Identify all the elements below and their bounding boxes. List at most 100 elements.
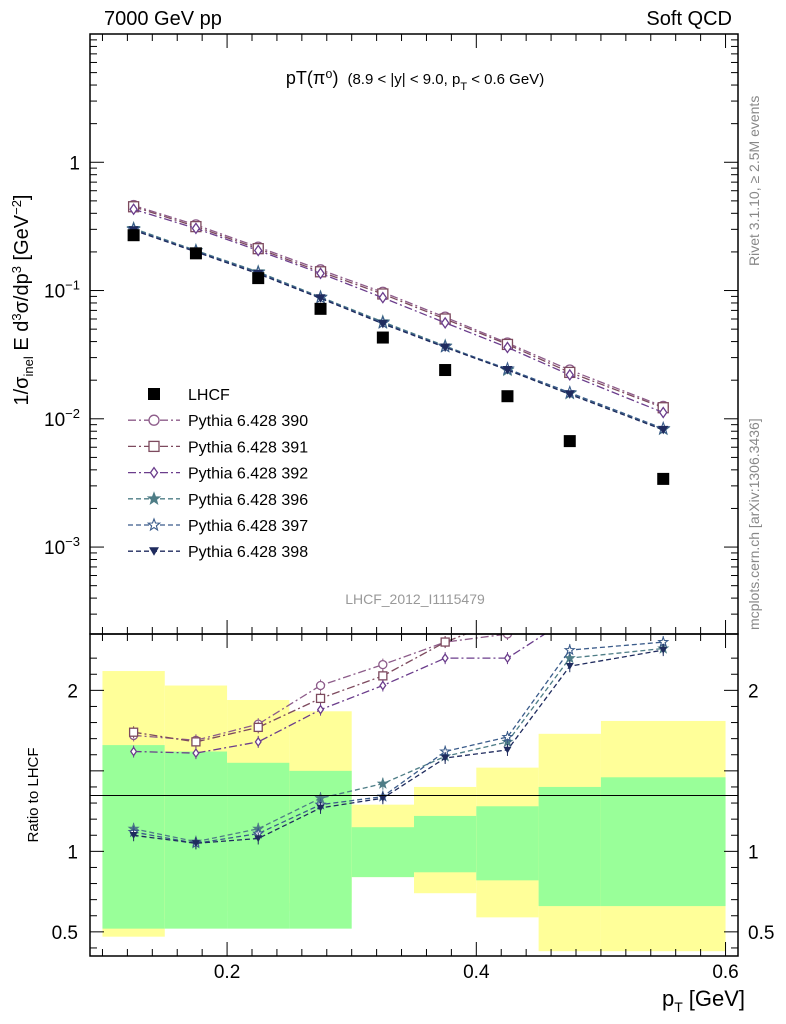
marker-square-filled <box>563 435 576 448</box>
legend: LHCF Pythia 6.428 390 Pythia 6.428 391 Pyth… <box>128 387 308 561</box>
ratio-uncertainty-bands <box>102 671 726 952</box>
marker-triangle-down <box>659 646 668 654</box>
header-left: 7000 GeV pp <box>104 8 222 30</box>
marker-star <box>563 643 576 656</box>
marker-diamond <box>191 222 201 235</box>
band-inner-bin <box>600 777 726 907</box>
marker-square <box>503 614 511 622</box>
ratio-y-tick-label-right: 0.5 <box>748 923 774 944</box>
legend-label: Pythia 6.428 391 <box>188 439 308 456</box>
marker-circle <box>502 634 513 639</box>
ratio-y-tick-label-right: 1 <box>748 842 759 863</box>
marker-diamond <box>503 653 512 664</box>
marker-triangle-down <box>149 547 159 556</box>
marker-square <box>253 722 263 733</box>
marker-triangle-down <box>503 746 512 754</box>
marker-star <box>501 730 514 743</box>
marker-diamond <box>565 368 575 382</box>
legend-label: Pythia 6.428 396 <box>188 492 308 509</box>
series-line-2 <box>133 208 664 414</box>
ratio-y-tick-label: 1 <box>67 842 78 863</box>
marker-circle <box>566 614 574 622</box>
marker-diamond <box>149 466 159 479</box>
marker-triangle-down <box>315 294 326 303</box>
rivet-version-label: Rivet 3.1.10, ≥ 2.5M events <box>746 95 762 266</box>
marker-square <box>440 637 450 647</box>
marker-diamond <box>660 590 666 598</box>
marker-triangle-down <box>658 425 669 435</box>
main-y-axis-label: 1/σinel E d3σ/dp3 [GeV−2] <box>9 194 36 405</box>
marker-square-filled <box>314 302 327 315</box>
marker-diamond <box>192 748 200 759</box>
marker-triangle-down <box>316 804 325 812</box>
marker-diamond <box>129 203 138 216</box>
legend-label: Pythia 6.428 392 <box>188 466 308 483</box>
x-axis-label-sub: T <box>674 999 683 1015</box>
plot-title: pT(π⁰) (8.9 < |y| < 9.0, pT < 0.6 GeV) <box>286 68 544 93</box>
ratio-series-group <box>127 574 670 850</box>
band-inner-bin <box>476 806 539 881</box>
marker-square <box>148 440 160 453</box>
x-axis-label: pT [GeV] <box>662 986 745 1015</box>
marker-diamond <box>254 736 262 748</box>
marker-triangle-down <box>129 832 138 839</box>
marker-diamond <box>658 406 668 419</box>
marker-square <box>659 574 667 582</box>
plot-title-sub: (8.9 < |y| < 9.0, p <box>347 71 460 88</box>
series-line-0 <box>133 204 664 408</box>
legend-label: Pythia 6.428 390 <box>188 413 308 430</box>
marker-square-filled <box>148 388 160 400</box>
marker-diamond <box>440 316 450 329</box>
marker-square-filled <box>376 331 389 344</box>
marker-diamond <box>441 653 449 664</box>
marker-triangle-down <box>565 663 574 670</box>
ratio-y-tick-label: 2 <box>67 681 78 702</box>
marker-diamond <box>316 267 325 280</box>
marker-square <box>128 727 139 737</box>
marker-square <box>315 693 326 704</box>
marker-star <box>563 651 576 664</box>
marker-square <box>191 737 201 747</box>
main-series-group <box>126 199 671 485</box>
marker-square-filled <box>127 229 140 242</box>
mcplots-label: mcplots.cern.ch [arXiv:1306.3436] <box>746 418 762 630</box>
band-inner-bin <box>227 762 290 929</box>
ratio-y-tick-label-right: 2 <box>748 681 759 702</box>
marker-circle <box>659 574 667 582</box>
axis-ticks: 0.2 0.4 0.6 1 10−1 10−2 10−3 0.5 0.5 1 1 2 2 <box>44 33 774 983</box>
ratio-line-0 <box>133 634 511 741</box>
marker-diamond <box>130 746 138 757</box>
header-right: Soft QCD <box>646 8 732 30</box>
x-axis-label-unit: [GeV] <box>689 986 745 1011</box>
y-tick-label: 10−3 <box>44 534 80 559</box>
marker-triangle-down <box>502 366 513 375</box>
marker-star <box>146 517 162 532</box>
marker-triangle-down <box>254 835 263 843</box>
marker-square <box>566 598 574 606</box>
analysis-label: LHCF_2012_I1115479 <box>345 591 485 607</box>
marker-star <box>376 777 389 789</box>
y-tick-label: 10−2 <box>44 406 80 431</box>
marker-square <box>378 671 388 681</box>
ratio-y-axis-label: Ratio to LHCF <box>25 747 42 842</box>
band-inner-bin <box>538 786 601 907</box>
legend-label: LHCF <box>188 387 230 404</box>
marker-triangle-down <box>564 390 575 399</box>
marker-square-filled <box>189 247 202 260</box>
ratio-y-tick-label: 0.5 <box>52 923 78 944</box>
x-tick-label: 0.4 <box>463 962 490 983</box>
marker-circle <box>148 414 160 426</box>
marker-triangle-down <box>191 840 200 847</box>
band-inner-bin <box>351 827 414 878</box>
band-inner-bin <box>414 815 477 873</box>
marker-diamond <box>567 614 573 622</box>
series-line-1 <box>133 206 664 409</box>
marker-diamond <box>253 244 263 257</box>
plot-title-sub-index: T <box>460 81 467 93</box>
marker-triangle-down <box>440 343 451 352</box>
y-tick-label: 1 <box>69 153 80 174</box>
marker-triangle-down <box>441 754 450 762</box>
legend-label: Pythia 6.428 397 <box>188 518 308 535</box>
legend-label: Pythia 6.428 398 <box>188 544 308 561</box>
